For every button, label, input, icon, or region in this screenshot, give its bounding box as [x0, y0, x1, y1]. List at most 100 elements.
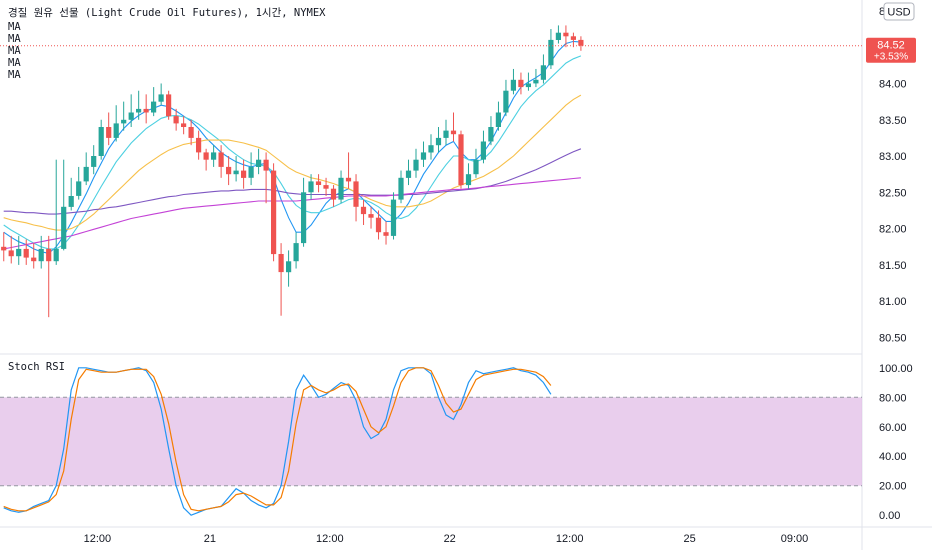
candle-up [308, 181, 314, 193]
candle-down [271, 170, 277, 255]
candle-up [480, 141, 486, 160]
candle-up [61, 206, 67, 249]
candle-down [570, 36, 576, 40]
candle-up [413, 159, 419, 171]
candle-down [241, 170, 247, 178]
candle-up [211, 152, 217, 160]
candle-up [548, 39, 554, 66]
candle-up [286, 261, 292, 273]
candle-up [113, 123, 119, 138]
candle-up [38, 248, 44, 262]
candle-down [181, 123, 187, 127]
candle-down [31, 257, 37, 262]
time-tick-label: 09:00 [781, 533, 809, 545]
stoch-tick-label: 100.00 [879, 363, 913, 375]
candle-down [196, 137, 202, 153]
stoch-tick-label: 0.00 [879, 510, 900, 522]
stoch-rsi-label: Stoch RSI [8, 361, 65, 373]
candle-up [390, 199, 397, 236]
candle-down [353, 181, 359, 207]
candle-down [218, 152, 224, 167]
candle-down [375, 217, 382, 233]
candle-up [510, 79, 516, 91]
candles-group [1, 25, 584, 318]
stoch-k-line [3, 367, 552, 516]
stoch-tick-label: 40.00 [879, 451, 907, 463]
candle-down [360, 206, 367, 215]
candle-up [503, 90, 509, 113]
candle-up [248, 166, 254, 178]
candle-down [143, 108, 149, 113]
candle-up [555, 32, 561, 40]
candle-down [563, 32, 569, 37]
candle-down [450, 130, 457, 135]
price-tick-label: 82.00 [879, 224, 907, 236]
candle-up [443, 130, 449, 138]
ma-label-5: MA [8, 69, 21, 81]
time-tick-label: 21 [204, 533, 216, 545]
ma-label-2: MA [8, 33, 21, 45]
candle-down [263, 159, 269, 171]
candle-up [136, 108, 142, 113]
candle-up [91, 156, 97, 167]
candle-up [256, 159, 262, 167]
price-tick-label: 83.50 [879, 115, 907, 127]
candle-up [420, 152, 427, 160]
price-tick-label: 81.50 [879, 260, 907, 272]
candle-up [428, 145, 434, 153]
candle-down [518, 79, 524, 88]
candle-up [128, 112, 134, 120]
time-tick-label: 25 [683, 533, 695, 545]
candle-up [158, 94, 164, 102]
candle-down [323, 185, 329, 189]
candle-up [53, 248, 59, 262]
candle-down [330, 188, 337, 200]
candle-up [16, 248, 22, 257]
stoch-band-group [0, 396, 862, 487]
candle-down [345, 177, 352, 182]
currency-label[interactable]: USD [887, 7, 910, 19]
candle-up [525, 83, 531, 88]
candle-up [405, 170, 412, 178]
candle-up [293, 243, 299, 262]
stoch-lines-group [3, 367, 552, 516]
time-tick-label: 12:00 [84, 533, 112, 545]
candle-up [151, 101, 157, 113]
candle-down [458, 134, 464, 186]
candle-down [368, 214, 374, 218]
ma-label-3: MA [8, 45, 21, 57]
chart-title: 경질 원유 선물 (Light Crude Oil Futures), 1시간,… [8, 6, 326, 19]
candle-up [435, 137, 442, 146]
price-tick-label: 83.00 [879, 151, 907, 163]
price-badge [866, 37, 916, 63]
price-tick-label: 84.00 [879, 79, 907, 91]
candle-up [98, 127, 104, 156]
candle-down [46, 248, 52, 262]
price-badge-change: +3.53% [874, 52, 908, 63]
currency-pill[interactable] [883, 2, 915, 21]
candle-up [495, 112, 501, 127]
time-tick-label: 12:00 [556, 533, 584, 545]
candle-up [338, 177, 344, 200]
candle-up [301, 192, 307, 244]
ma-label-4: MA [8, 57, 21, 69]
candle-up [83, 166, 89, 182]
candle-down [226, 166, 232, 175]
candle-down [383, 232, 389, 236]
ma-label-1: MA [8, 21, 21, 33]
candle-down [8, 250, 14, 257]
candle-up [68, 196, 74, 207]
price-tick-label: 82.50 [879, 187, 907, 199]
candle-down [173, 116, 179, 124]
candle-down [188, 127, 194, 138]
candle-up [488, 127, 494, 142]
candle-down [578, 39, 584, 46]
candle-up [540, 65, 546, 80]
stoch-tick-label: 80.00 [879, 392, 907, 404]
price-tick-label: 80.50 [879, 333, 907, 345]
candle-up [76, 181, 82, 196]
ma-line-5 [3, 177, 581, 250]
candle-down [23, 248, 29, 258]
